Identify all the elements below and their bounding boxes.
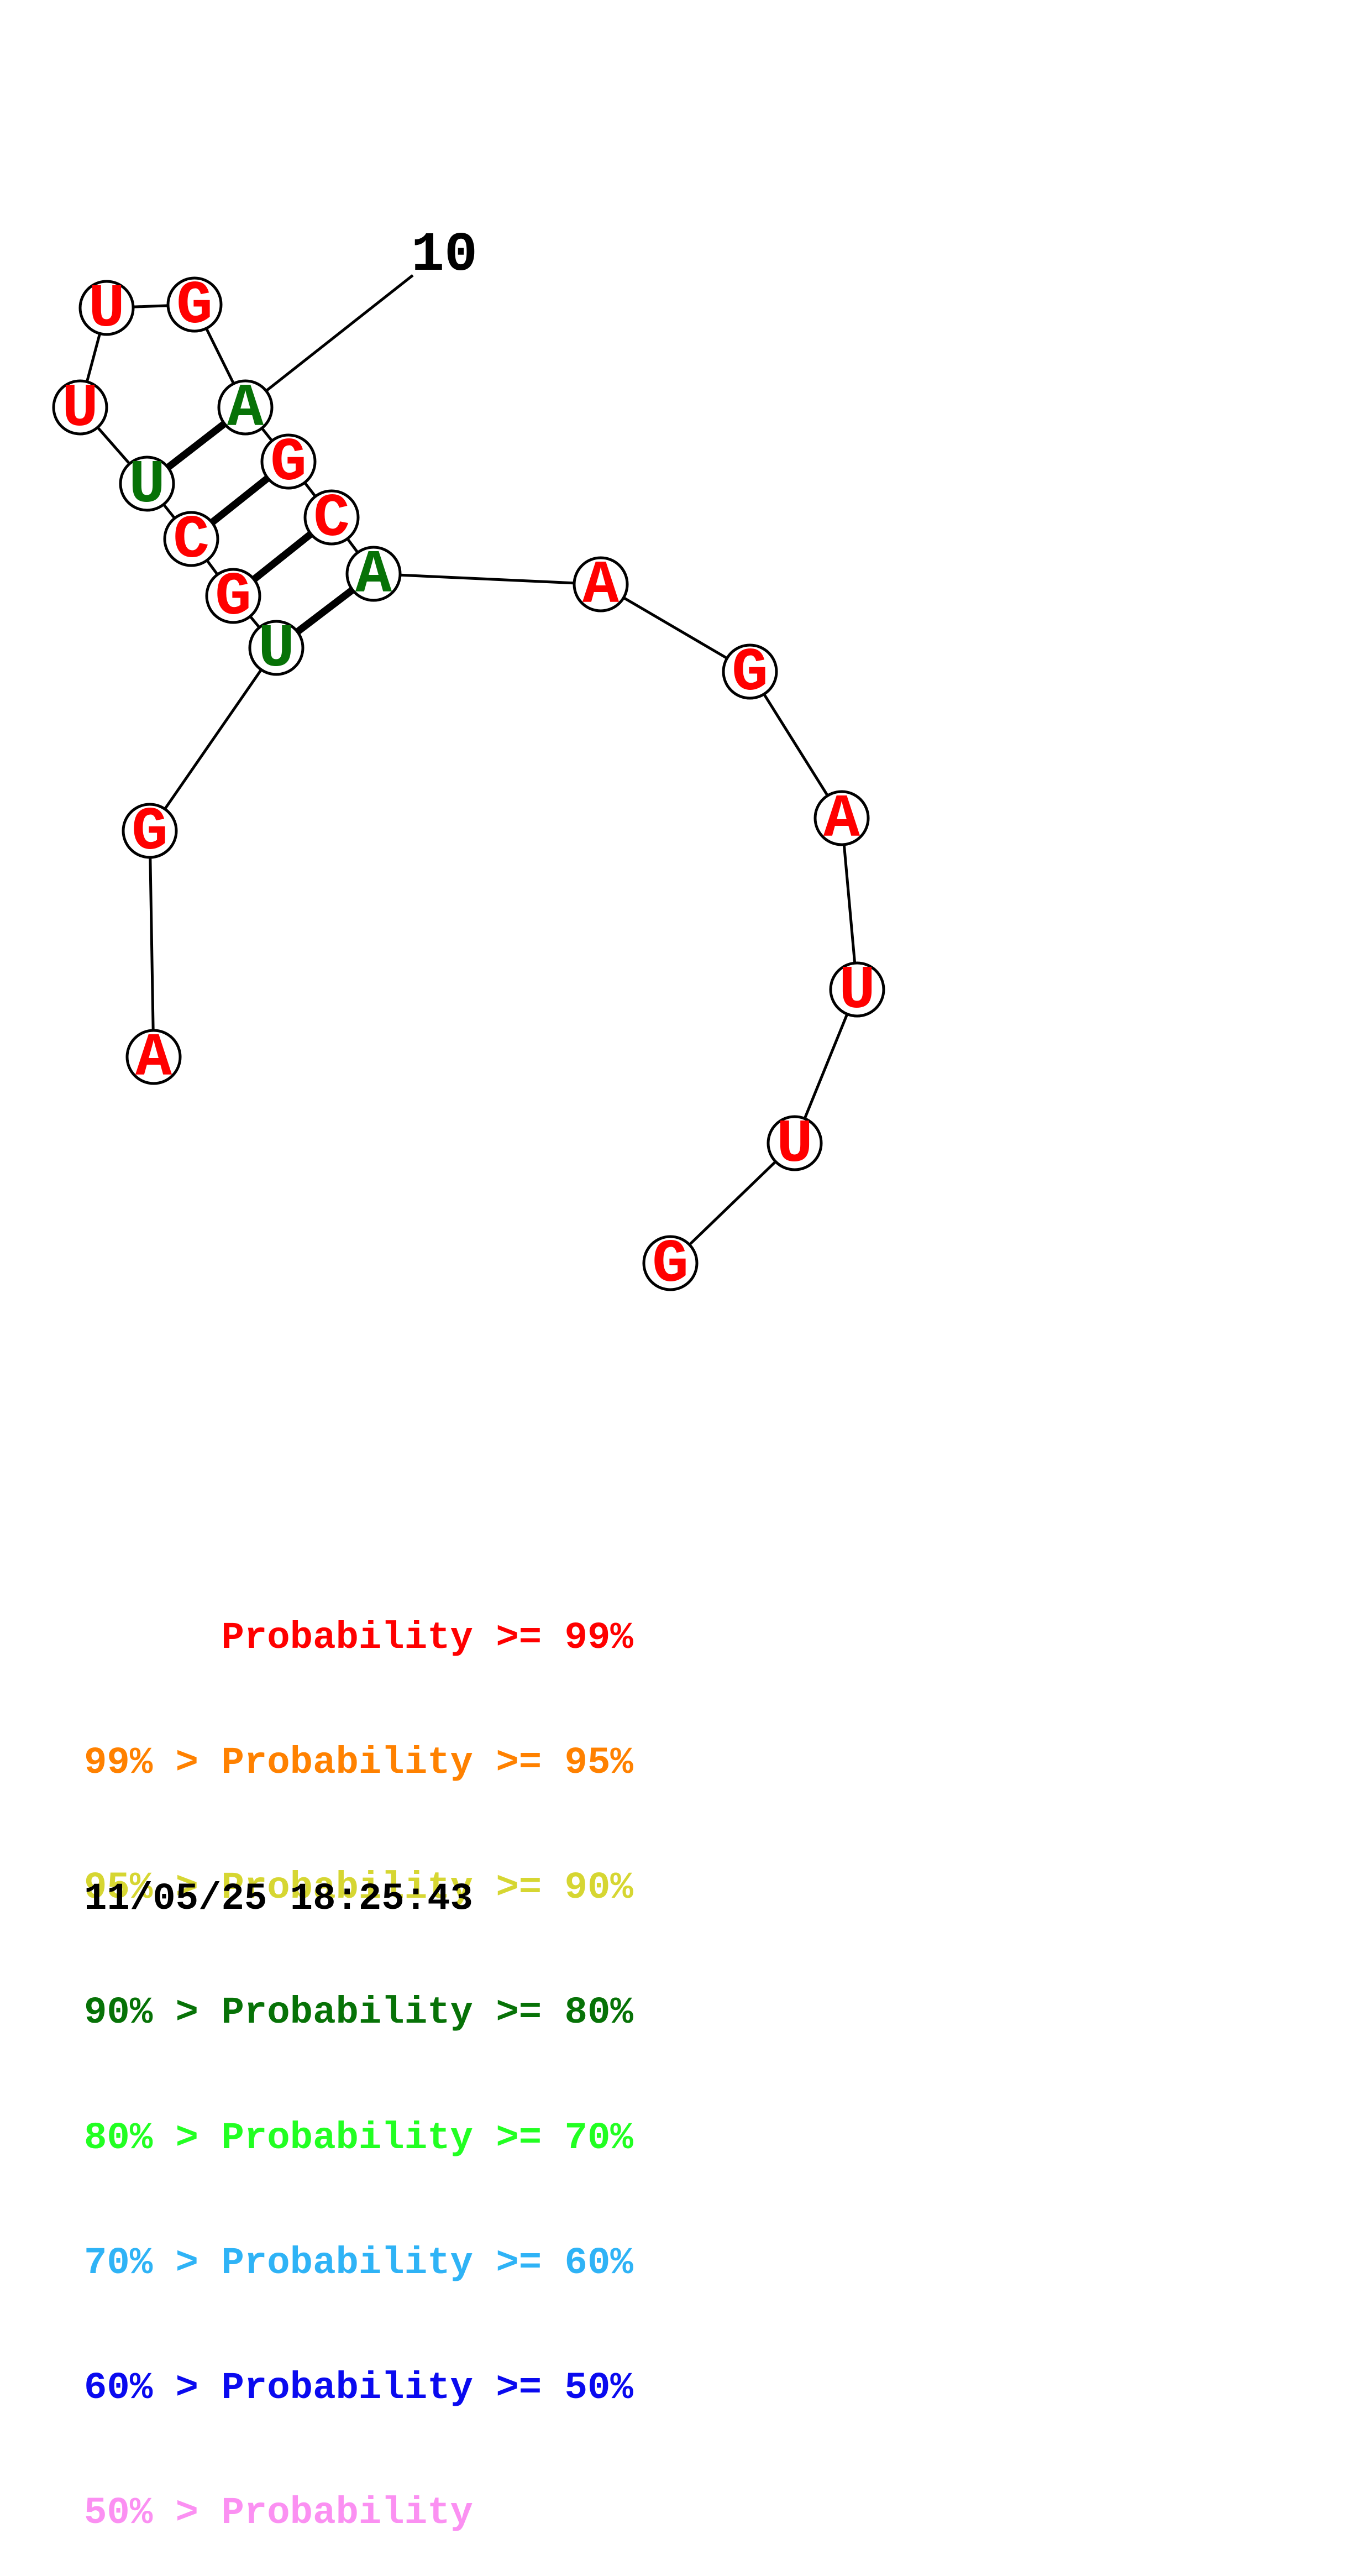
nucleotide-circle-18 — [767, 1115, 823, 1171]
nucleotide-circle-1 — [125, 1029, 182, 1085]
nucleotide-base-4-G: G — [215, 563, 251, 632]
nucleotide-base-6-U: U — [129, 451, 165, 520]
backbone-edge — [600, 583, 751, 673]
nucleotide-base-2-G: G — [132, 798, 168, 867]
legend-line-50: 60% > Probability >= 50% — [84, 2366, 633, 2410]
legend-line-60: 70% > Probability >= 60% — [84, 2241, 633, 2285]
legend-line-70: 80% > Probability >= 70% — [84, 2116, 633, 2160]
nucleotide-base-12-C: C — [313, 485, 350, 554]
nucleotide-circle-7 — [52, 379, 108, 436]
nucleotide-circle-6 — [119, 455, 175, 512]
nucleotide-circle-9 — [166, 276, 223, 333]
nucleotide-base-3-U: U — [258, 615, 295, 684]
legend-line-80: 90% > Probability >= 80% — [84, 1991, 633, 2035]
nucleotide-base-11-G: G — [270, 429, 307, 498]
rna-probability-plot-page: { "figure": { "index_label": { "text": "… — [52, 224, 885, 2535]
nucleotide-circle-4 — [205, 568, 261, 624]
nucleotide-circle-12 — [303, 489, 360, 546]
nucleotide-base-18-U: U — [776, 1111, 813, 1180]
nucleotide-base-19-G: G — [652, 1231, 689, 1300]
nucleotide-circle-8 — [78, 280, 135, 336]
nucleotide-circle-11 — [260, 433, 317, 490]
nucleotide-base-7-U: U — [62, 375, 98, 444]
nucleotide-base-9-G: G — [176, 272, 213, 341]
legend-line-below50: 50% > Probability — [84, 2491, 473, 2535]
backbone-edge — [840, 818, 859, 990]
nucleotide-circle-10 — [217, 379, 274, 436]
nucleotide-base-13-A: A — [355, 541, 392, 610]
nucleotide-circle-16 — [813, 790, 870, 846]
legend-line-95: 99% > Probability >= 95% — [84, 1741, 633, 1785]
nucleotide-base-8-U: U — [88, 275, 125, 344]
nucleotide-circle-15 — [722, 643, 778, 700]
nucleotide-base-1-A: A — [135, 1024, 172, 1093]
backbone-edge — [373, 572, 601, 586]
nucleotide-base-10-A: A — [227, 375, 264, 444]
nucleotide-base-14-A: A — [582, 552, 620, 621]
backbone-edge — [148, 830, 155, 1057]
backbone-edge — [748, 671, 843, 819]
legend-line-90: 95% > Probability >= 90% — [84, 1866, 633, 1910]
nucleotide-circle-3 — [248, 620, 305, 676]
nucleotide-base-15-G: G — [732, 639, 768, 708]
nucleotide-circle-19 — [642, 1235, 699, 1291]
nucleotide-circle-14 — [573, 556, 629, 612]
nucleotide-circle-17 — [829, 961, 885, 1018]
legend-line-99: Probability >= 99% — [84, 1616, 633, 1659]
timestamp: 11/05/25 18:25:43 — [84, 1877, 473, 1920]
backbone-edge — [148, 647, 278, 832]
nucleotide-index-label: 10 — [411, 224, 477, 287]
nucleotide-base-16-A: A — [823, 786, 860, 855]
nucleotide-base-17-U: U — [839, 957, 875, 1026]
nucleotide-circle-2 — [122, 803, 178, 859]
backbone-edge — [669, 1142, 796, 1264]
probability-legend: Probability >= 99% 99% > Probability >= … — [84, 1534, 633, 2576]
index-label-leader-line — [266, 274, 414, 391]
nucleotide-circle-5 — [163, 511, 219, 567]
nucleotide-circle-13 — [345, 546, 402, 602]
nucleotide-base-5-C: C — [173, 506, 209, 575]
